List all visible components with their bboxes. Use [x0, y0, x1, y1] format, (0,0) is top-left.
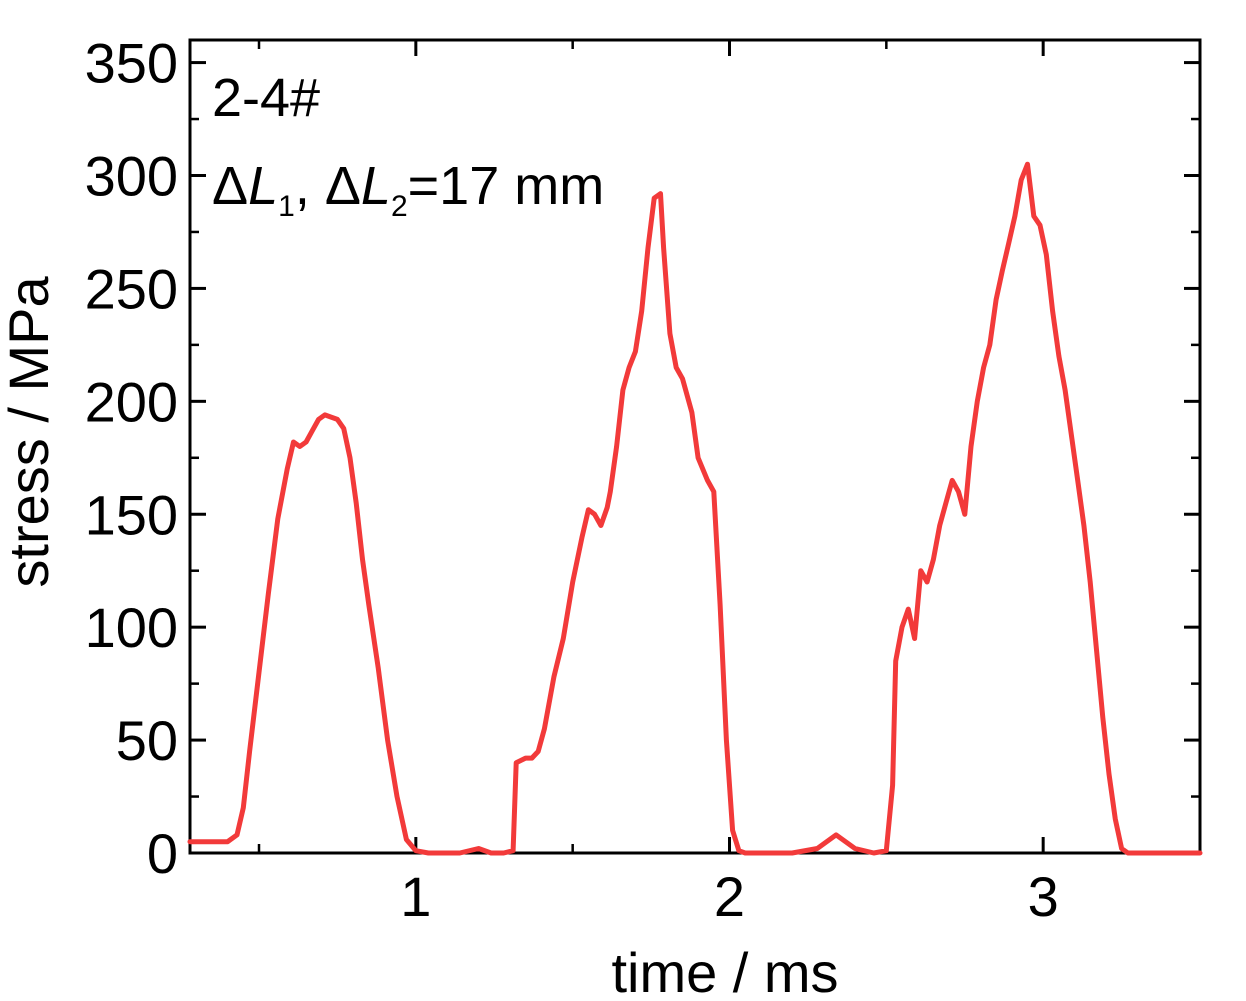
length-symbol-2: L	[361, 156, 391, 216]
delta-symbol: Δ	[212, 156, 248, 216]
y-axis-ticks: 0 50 100 150 200 250 300 350	[85, 32, 1200, 885]
plot-area-border	[188, 38, 1202, 855]
gauge-length-label: ΔL1, ΔL2=17 mm	[212, 156, 604, 223]
separator: ,	[295, 156, 325, 216]
delta-symbol-2: Δ	[325, 156, 361, 216]
series-layer	[187, 161, 1203, 856]
sample-label: 2-4#	[212, 68, 320, 128]
length-value: =17 mm	[408, 156, 605, 216]
length-symbol: L	[248, 156, 278, 216]
y-axis-title: stress / MPa	[0, 276, 60, 588]
x-tick-label: 2	[714, 865, 745, 928]
plot-frame	[188, 38, 1202, 855]
y-tick-label: 350	[85, 32, 178, 95]
y-tick-label: 0	[147, 822, 178, 885]
stress-series-line	[187, 161, 1203, 856]
subscript-1: 1	[278, 190, 295, 223]
x-tick-label: 1	[400, 865, 431, 928]
x-axis-title: time / ms	[611, 941, 838, 1001]
y-tick-label: 300	[85, 145, 178, 208]
y-tick-label: 100	[85, 596, 178, 659]
subscript-2: 2	[391, 190, 408, 223]
y-tick-label: 50	[116, 709, 178, 772]
y-tick-label: 250	[85, 257, 178, 320]
y-tick-label: 200	[85, 370, 178, 433]
y-tick-label: 150	[85, 483, 178, 546]
x-tick-label: 3	[1028, 865, 1059, 928]
